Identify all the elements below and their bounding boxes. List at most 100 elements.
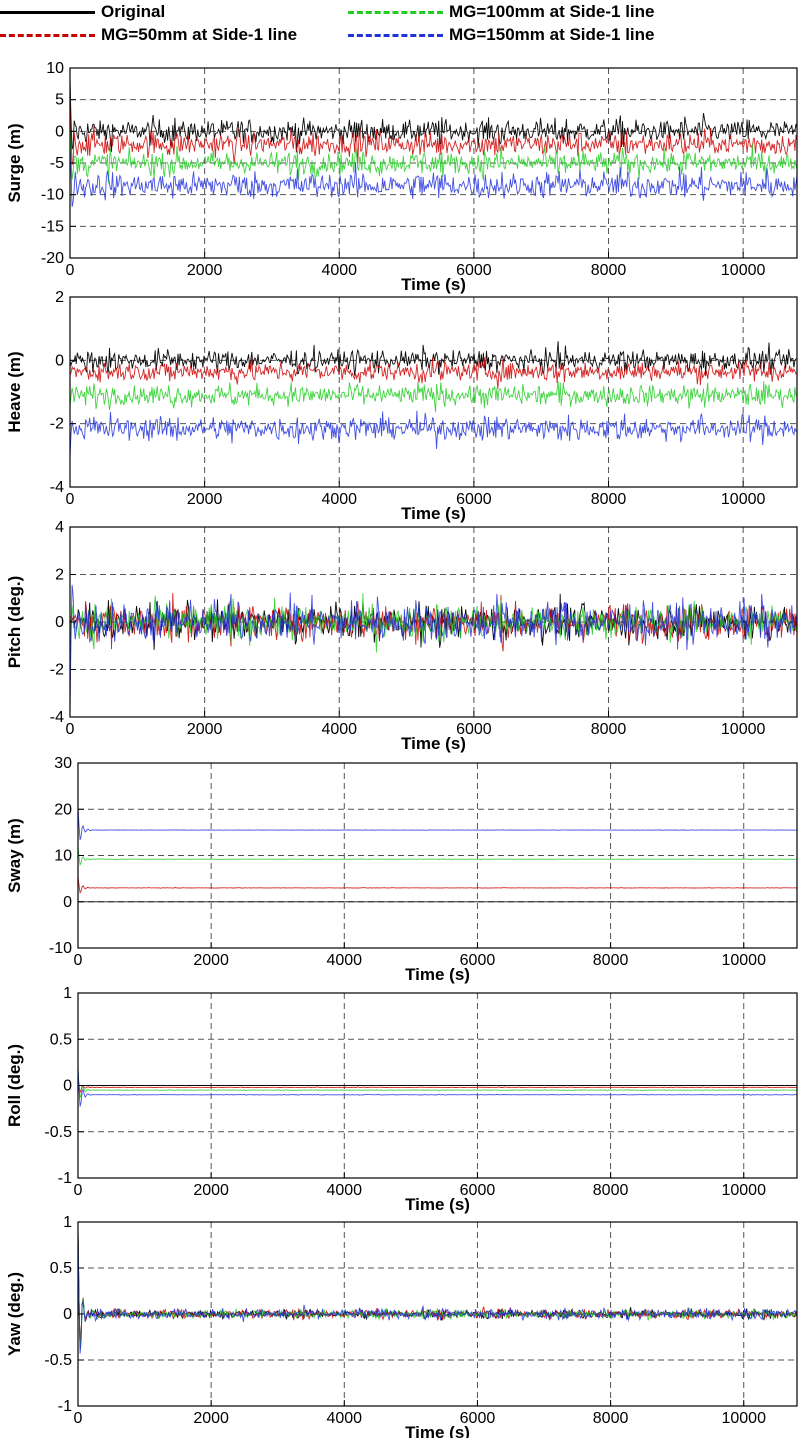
series-line-mg100 (77, 846, 797, 867)
legend-item-original: Original (0, 1, 165, 23)
x-axis-label: Time (s) (401, 734, 466, 753)
series-line-mg150 (69, 584, 798, 712)
y-tick-label: -2 (50, 662, 64, 679)
series-line-mg50 (77, 876, 798, 894)
x-tick-label: 8000 (593, 952, 629, 969)
x-tick-label: 10000 (721, 1182, 766, 1199)
series-line-mg100 (69, 381, 798, 413)
series-line-original (77, 1229, 798, 1350)
chart-0: 0 2000 4000 6000 8000 10000 -20 -15 -10 -5 0 5 10 Tim… (5, 60, 798, 294)
x-tick-label: 2000 (193, 1182, 229, 1199)
y-tick-label: -4 (50, 709, 64, 726)
x-tick-label: 6000 (460, 1410, 496, 1427)
x-tick-label: 2000 (193, 1410, 229, 1427)
x-axis-label: Time (s) (401, 504, 466, 523)
legend-item-mg50: MG=50mm at Side-1 line (0, 24, 297, 46)
x-tick-label: 0 (66, 721, 75, 738)
y-axis-label: Sway (m) (5, 818, 24, 893)
x-tick-label: 8000 (591, 262, 627, 279)
x-tick-label: 10000 (721, 952, 766, 969)
series-line-mg50 (77, 1076, 798, 1094)
x-axis-label: Time (s) (401, 275, 466, 294)
series-line-mg100 (77, 1071, 798, 1098)
legend-item-mg100: MG=100mm at Side-1 line (348, 1, 655, 23)
y-tick-label: -10 (41, 187, 64, 204)
y-axis-label: Surge (m) (5, 123, 24, 202)
x-tick-label: 2000 (193, 952, 229, 969)
x-tick-label: 0 (74, 1410, 83, 1427)
x-tick-label: 4000 (321, 262, 357, 279)
legend: Original MG=50mm at Side-1 line MG=100mm… (0, 0, 800, 50)
series-line-mg100 (69, 593, 798, 653)
x-tick-label: 2000 (187, 262, 223, 279)
x-axis-label: Time (s) (405, 965, 470, 984)
legend-label-mg50: MG=50mm at Side-1 line (101, 25, 298, 44)
y-tick-label: 5 (55, 92, 64, 109)
x-tick-label: 0 (74, 1182, 83, 1199)
series-line-mg50 (77, 1230, 798, 1349)
y-tick-label: -4 (50, 479, 64, 496)
legend-label-original: Original (101, 2, 166, 21)
x-tick-label: 0 (74, 952, 83, 969)
x-tick-label: 0 (66, 262, 75, 279)
y-tick-label: 0 (63, 894, 72, 911)
y-tick-label: -15 (41, 218, 64, 235)
x-tick-label: 6000 (460, 952, 496, 969)
y-tick-label: -0.5 (44, 1124, 72, 1141)
legend-line-mg50 (0, 33, 95, 37)
series-line-mg150 (69, 410, 798, 458)
legend-label-mg100: MG=100mm at Side-1 line (449, 2, 655, 21)
x-tick-label: 2000 (187, 721, 223, 738)
legend-line-mg150 (348, 33, 443, 37)
series-line-mg100 (69, 119, 798, 185)
y-axis-label: Roll (deg.) (5, 1044, 24, 1127)
chart-2: 0 2000 4000 6000 8000 10000 -4 -2 0 2 4 Time (s) Pit… (5, 519, 798, 753)
series-line-mg50 (69, 94, 798, 165)
y-tick-label: 2 (55, 289, 64, 306)
x-tick-label: 4000 (326, 1182, 362, 1199)
x-tick-label: 10000 (721, 491, 766, 508)
plot-frame (69, 296, 798, 488)
x-tick-label: 10000 (721, 721, 766, 738)
y-tick-label: -1 (58, 1170, 72, 1187)
legend-item-mg150: MG=150mm at Side-1 line (348, 24, 655, 46)
x-tick-label: 8000 (591, 721, 627, 738)
y-axis-label: Pitch (deg.) (5, 576, 24, 669)
series-line-original (69, 78, 798, 153)
y-tick-label: 0 (55, 123, 64, 140)
x-tick-label: 4000 (326, 1410, 362, 1427)
x-tick-label: 4000 (321, 721, 357, 738)
y-tick-label: 0.5 (50, 1260, 72, 1277)
x-tick-label: 8000 (593, 1182, 629, 1199)
y-tick-label: 10 (46, 60, 64, 77)
y-tick-label: 0 (63, 1078, 72, 1095)
legend-label-mg150: MG=150mm at Side-1 line (449, 25, 655, 44)
y-tick-label: -2 (50, 416, 64, 433)
x-tick-label: 6000 (460, 1182, 496, 1199)
y-tick-label: 10 (54, 848, 72, 865)
x-tick-label: 10000 (721, 1410, 766, 1427)
x-tick-label: 4000 (326, 952, 362, 969)
y-tick-label: 0 (55, 352, 64, 369)
series-line-mg50 (69, 356, 798, 389)
y-tick-label: 0.5 (50, 1031, 72, 1048)
x-tick-label: 8000 (593, 1410, 629, 1427)
y-axis-label: Yaw (deg.) (5, 1272, 24, 1356)
chart-1: 0 2000 4000 6000 8000 10000 -4 -2 0 2 Time (s) Heav… (5, 289, 798, 523)
legend-line-mg100 (348, 10, 443, 14)
series-line-mg150 (77, 1228, 798, 1354)
x-tick-label: 8000 (591, 491, 627, 508)
y-tick-label: 4 (55, 519, 64, 536)
y-tick-label: 1 (63, 1214, 72, 1231)
y-tick-label: 30 (54, 755, 72, 772)
x-tick-label: 4000 (321, 491, 357, 508)
y-axis-label: Heave (m) (5, 351, 24, 432)
y-tick-label: 0 (63, 1306, 72, 1323)
chart-5: 0 2000 4000 6000 8000 10000 -1 -0.5 0 0.5 1 Time (s… (5, 1214, 798, 1438)
x-tick-label: 10000 (721, 262, 766, 279)
y-tick-label: -1 (58, 1398, 72, 1415)
legend-line-original (0, 10, 95, 14)
y-tick-label: -10 (49, 940, 72, 957)
